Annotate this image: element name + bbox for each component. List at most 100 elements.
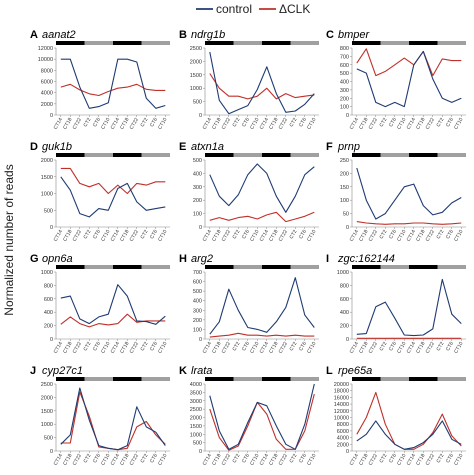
x-tick-label: CT18	[211, 229, 222, 243]
gene-title: zgc:162144	[337, 253, 395, 265]
x-tick-label: CT22	[425, 453, 436, 467]
x-tick-label: CT18	[62, 117, 73, 131]
light-dark-bar-segment	[113, 41, 142, 45]
series-control-line	[209, 51, 315, 115]
y-tick-label: 150	[340, 185, 349, 191]
x-tick-label: CT2	[140, 341, 150, 352]
series-mutant-line	[209, 73, 315, 100]
series-mutant-line	[60, 167, 166, 195]
x-tick-label: CT22	[72, 341, 83, 355]
x-tick-label: CT2	[140, 229, 150, 240]
x-tick-label: CT2	[83, 453, 93, 464]
gene-title: guk1b	[42, 141, 72, 153]
light-dark-bar-segment	[141, 265, 170, 269]
x-tick-label: CT14	[53, 229, 64, 243]
y-tick-label: 2500	[190, 46, 202, 52]
x-tick-label: CT22	[221, 117, 232, 131]
x-tick-label: CT22	[72, 453, 83, 467]
x-tick-label: CT10	[157, 453, 168, 467]
light-dark-bar-segment	[56, 153, 85, 157]
panel-letter: D	[30, 141, 38, 153]
x-tick-label: CT18	[268, 341, 279, 355]
x-tick-label: CT10	[157, 341, 168, 355]
x-tick-label: CT2	[379, 117, 389, 128]
x-tick-label: CT18	[211, 453, 222, 467]
gene-title: cyp27c1	[42, 365, 83, 377]
light-dark-bar-segment	[56, 265, 85, 269]
x-tick-label: CT2	[83, 229, 93, 240]
x-tick-label: CT18	[358, 117, 369, 131]
light-dark-bar-segment	[437, 41, 466, 45]
x-tick-label: CT22	[368, 229, 379, 243]
panel-letter: F	[326, 141, 333, 153]
y-tick-label: 100	[193, 212, 202, 218]
y-tick-label: 200	[340, 171, 349, 177]
x-tick-label: CT22	[72, 117, 83, 131]
y-tick-label: 14000	[334, 402, 349, 408]
light-dark-bar-segment	[262, 377, 291, 381]
light-dark-bar-segment	[352, 265, 381, 269]
y-tick-label: 50	[343, 212, 349, 218]
x-tick-label: CT22	[278, 341, 289, 355]
x-tick-label: CT14	[202, 341, 213, 355]
y-tick-label: 6000	[337, 429, 349, 435]
x-tick-label: CT14	[110, 117, 121, 131]
x-tick-label: CT6	[298, 453, 308, 464]
y-tick-label: 0	[199, 337, 202, 343]
x-tick-label: CT18	[268, 117, 279, 131]
y-tick-label: 500	[193, 441, 202, 447]
x-tick-label: CT14	[202, 229, 213, 243]
x-tick-label: CT6	[445, 117, 455, 128]
x-tick-label: CT6	[92, 117, 102, 128]
light-dark-bar-segment	[409, 153, 438, 157]
light-dark-bar-segment	[84, 153, 113, 157]
light-dark-bar-segment	[352, 153, 381, 157]
gene-title: bmper	[338, 29, 371, 41]
x-tick-label: CT14	[53, 341, 64, 355]
x-tick-label: CT2	[379, 341, 389, 352]
x-tick-label: CT14	[406, 341, 417, 355]
series-control-line	[209, 383, 315, 450]
light-dark-bar-segment	[233, 41, 262, 45]
light-dark-bar-segment	[205, 377, 234, 381]
y-tick-label: 100	[193, 327, 202, 333]
y-tick-label: 0	[346, 225, 349, 231]
y-tick-label: 800	[44, 283, 53, 289]
light-dark-bar-segment	[290, 377, 319, 381]
light-dark-bar-segment	[290, 41, 319, 45]
y-tick-label: 1000	[41, 192, 53, 198]
y-tick-label: 2000	[41, 395, 53, 401]
x-tick-label: CT2	[436, 341, 446, 352]
x-tick-label: CT6	[298, 341, 308, 352]
x-tick-label: CT2	[379, 229, 389, 240]
x-tick-label: CT14	[202, 453, 213, 467]
x-tick-label: CT18	[62, 229, 73, 243]
series-control-line	[60, 387, 166, 451]
x-tick-label: CT18	[119, 229, 130, 243]
y-tick-label: 0	[50, 449, 53, 455]
x-tick-label: CT22	[129, 453, 140, 467]
x-tick-label: CT22	[221, 341, 232, 355]
y-tick-label: 1500	[41, 175, 53, 181]
y-tick-label: 0	[346, 449, 349, 455]
x-tick-label: CT2	[232, 453, 242, 464]
y-tick-label: 0	[199, 449, 202, 455]
light-dark-bar-segment	[409, 265, 438, 269]
gene-title: prnp	[337, 141, 360, 153]
y-tick-label: 400	[193, 299, 202, 305]
light-dark-bar-segment	[262, 41, 291, 45]
x-tick-label: CT2	[140, 117, 150, 128]
series-mutant-line	[209, 332, 315, 338]
x-tick-label: CT6	[92, 453, 102, 464]
x-tick-label: CT6	[388, 117, 398, 128]
x-tick-label: CT6	[445, 229, 455, 240]
y-tick-label: 1000	[41, 422, 53, 428]
panel-letter: C	[326, 29, 334, 41]
x-tick-label: CT14	[53, 117, 64, 131]
x-tick-label: CT6	[298, 229, 308, 240]
